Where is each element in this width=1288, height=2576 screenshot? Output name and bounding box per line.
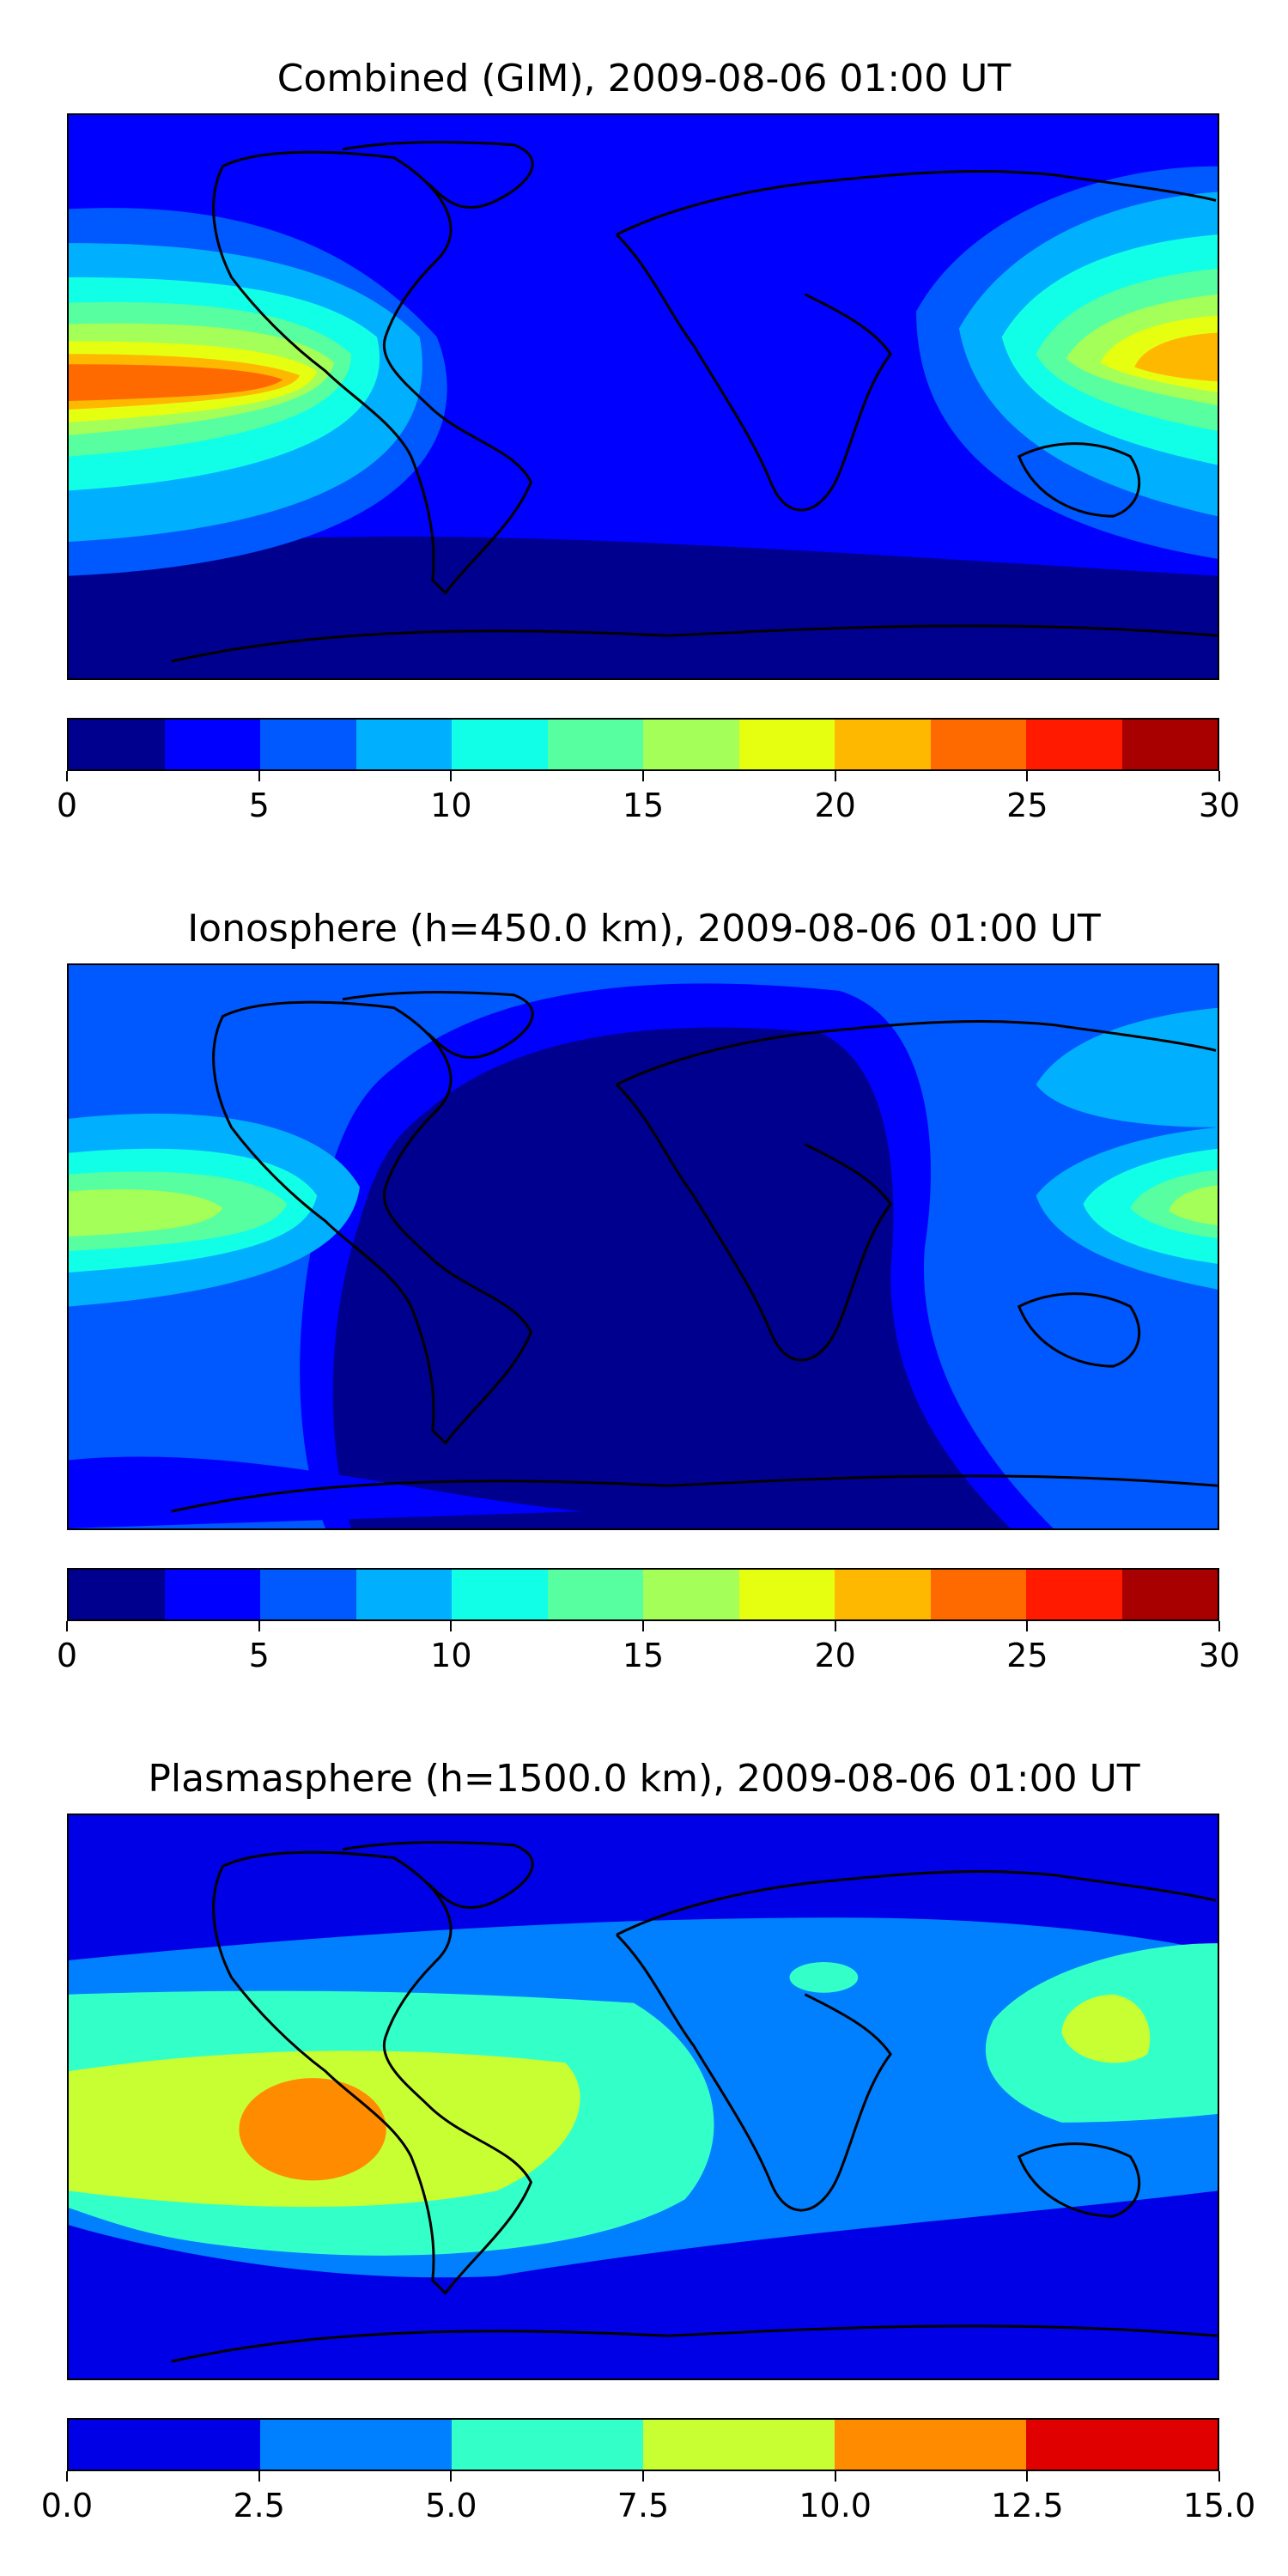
colorbar-tick-label: 5.0	[425, 2487, 477, 2524]
colorbar-segment	[738, 1570, 835, 1619]
panel-title: Plasmasphere (h=1500.0 km), 2009-08-06 0…	[148, 1757, 1140, 1801]
coastlines	[171, 991, 1218, 1513]
colorbar-segment	[69, 720, 165, 769]
colorbar	[67, 718, 1219, 771]
colorbar-tick-label: 30	[1198, 1637, 1241, 1674]
colorbar-segment	[355, 720, 452, 769]
colorbar-segment	[835, 1570, 931, 1619]
colorbar-segment	[164, 1570, 260, 1619]
colorbar-tick-label: 30	[1198, 787, 1241, 824]
contour-plot	[69, 1815, 1218, 2379]
colorbar-tick-label: 25	[1006, 787, 1048, 824]
colorbar	[67, 2418, 1219, 2471]
colorbar-tick-label: 10	[430, 1637, 472, 1674]
colorbar-segment	[260, 1570, 356, 1619]
colorbar-tick-label: 7.5	[617, 2487, 670, 2524]
colorbar-segment	[69, 1570, 165, 1619]
colorbar-segment	[835, 2420, 1026, 2470]
colorbar-tick-label: 15	[622, 787, 665, 824]
colorbar-segment	[835, 720, 931, 769]
colorbar-tick-label: 0	[56, 1637, 78, 1674]
colorbar-ticks: 0 5 10 15 20 25 30	[57, 771, 1240, 824]
colorbar-segment	[930, 720, 1026, 769]
coastlines	[171, 141, 1218, 663]
contour-plot	[69, 965, 1218, 1528]
colorbar-segment	[547, 720, 643, 769]
colorbar-segment	[547, 1570, 643, 1619]
colorbar-tick-label: 25	[1006, 1637, 1048, 1674]
panel-title: Combined (GIM), 2009-08-06 01:00 UT	[276, 57, 1012, 100]
colorbar-tick-label: 20	[814, 1637, 856, 1674]
colorbar-ticks: 0.0 2.5 5.0 7.5 10.0 12.5 15.0	[41, 2471, 1255, 2524]
colorbar-tick-label: 5	[248, 1637, 270, 1674]
colorbar-segment	[930, 1570, 1026, 1619]
colorbar	[67, 1568, 1219, 1621]
colorbar-tick-label: 0	[56, 787, 78, 824]
colorbar-segment	[69, 2420, 260, 2470]
colorbar-segment	[1026, 1570, 1122, 1619]
contour-plot	[69, 115, 1218, 678]
colorbar-segment	[643, 2420, 835, 2470]
colorbar-tick-label: 20	[814, 787, 856, 824]
colorbar-segment	[260, 2420, 452, 2470]
coastlines	[171, 1841, 1218, 2363]
colorbar-segment	[1026, 720, 1122, 769]
colorbar-tick-label: 12.5	[991, 2487, 1064, 2524]
map-plasmasphere	[67, 1814, 1219, 2380]
colorbar-segment	[738, 720, 835, 769]
colorbar-segment	[1121, 1570, 1218, 1619]
map-combined	[67, 113, 1219, 680]
colorbar-segment	[1026, 2420, 1218, 2470]
colorbar-segment	[643, 1570, 739, 1619]
colorbar-segment	[164, 720, 260, 769]
colorbar-tick-label: 10.0	[799, 2487, 872, 2524]
map-ionosphere	[67, 963, 1219, 1530]
colorbar-tick-label: 0.0	[40, 2487, 94, 2524]
colorbar-segment	[260, 720, 356, 769]
colorbar-tick-label: 15.0	[1182, 2487, 1256, 2524]
colorbar-segment	[452, 1570, 548, 1619]
colorbar-tick-label: 10	[430, 787, 472, 824]
colorbar-segment	[643, 720, 739, 769]
colorbar-tick-label: 2.5	[233, 2487, 285, 2524]
colorbar-segment	[452, 2420, 643, 2470]
colorbar-ticks: 0 5 10 15 20 25 30	[57, 1621, 1240, 1674]
colorbar-segment	[1121, 720, 1218, 769]
panel-title: Ionosphere (h=450.0 km), 2009-08-06 01:0…	[187, 907, 1101, 951]
colorbar-tick-label: 15	[622, 1637, 665, 1674]
colorbar-segment	[355, 1570, 452, 1619]
colorbar-tick-label: 5	[248, 787, 270, 824]
colorbar-segment	[452, 720, 548, 769]
